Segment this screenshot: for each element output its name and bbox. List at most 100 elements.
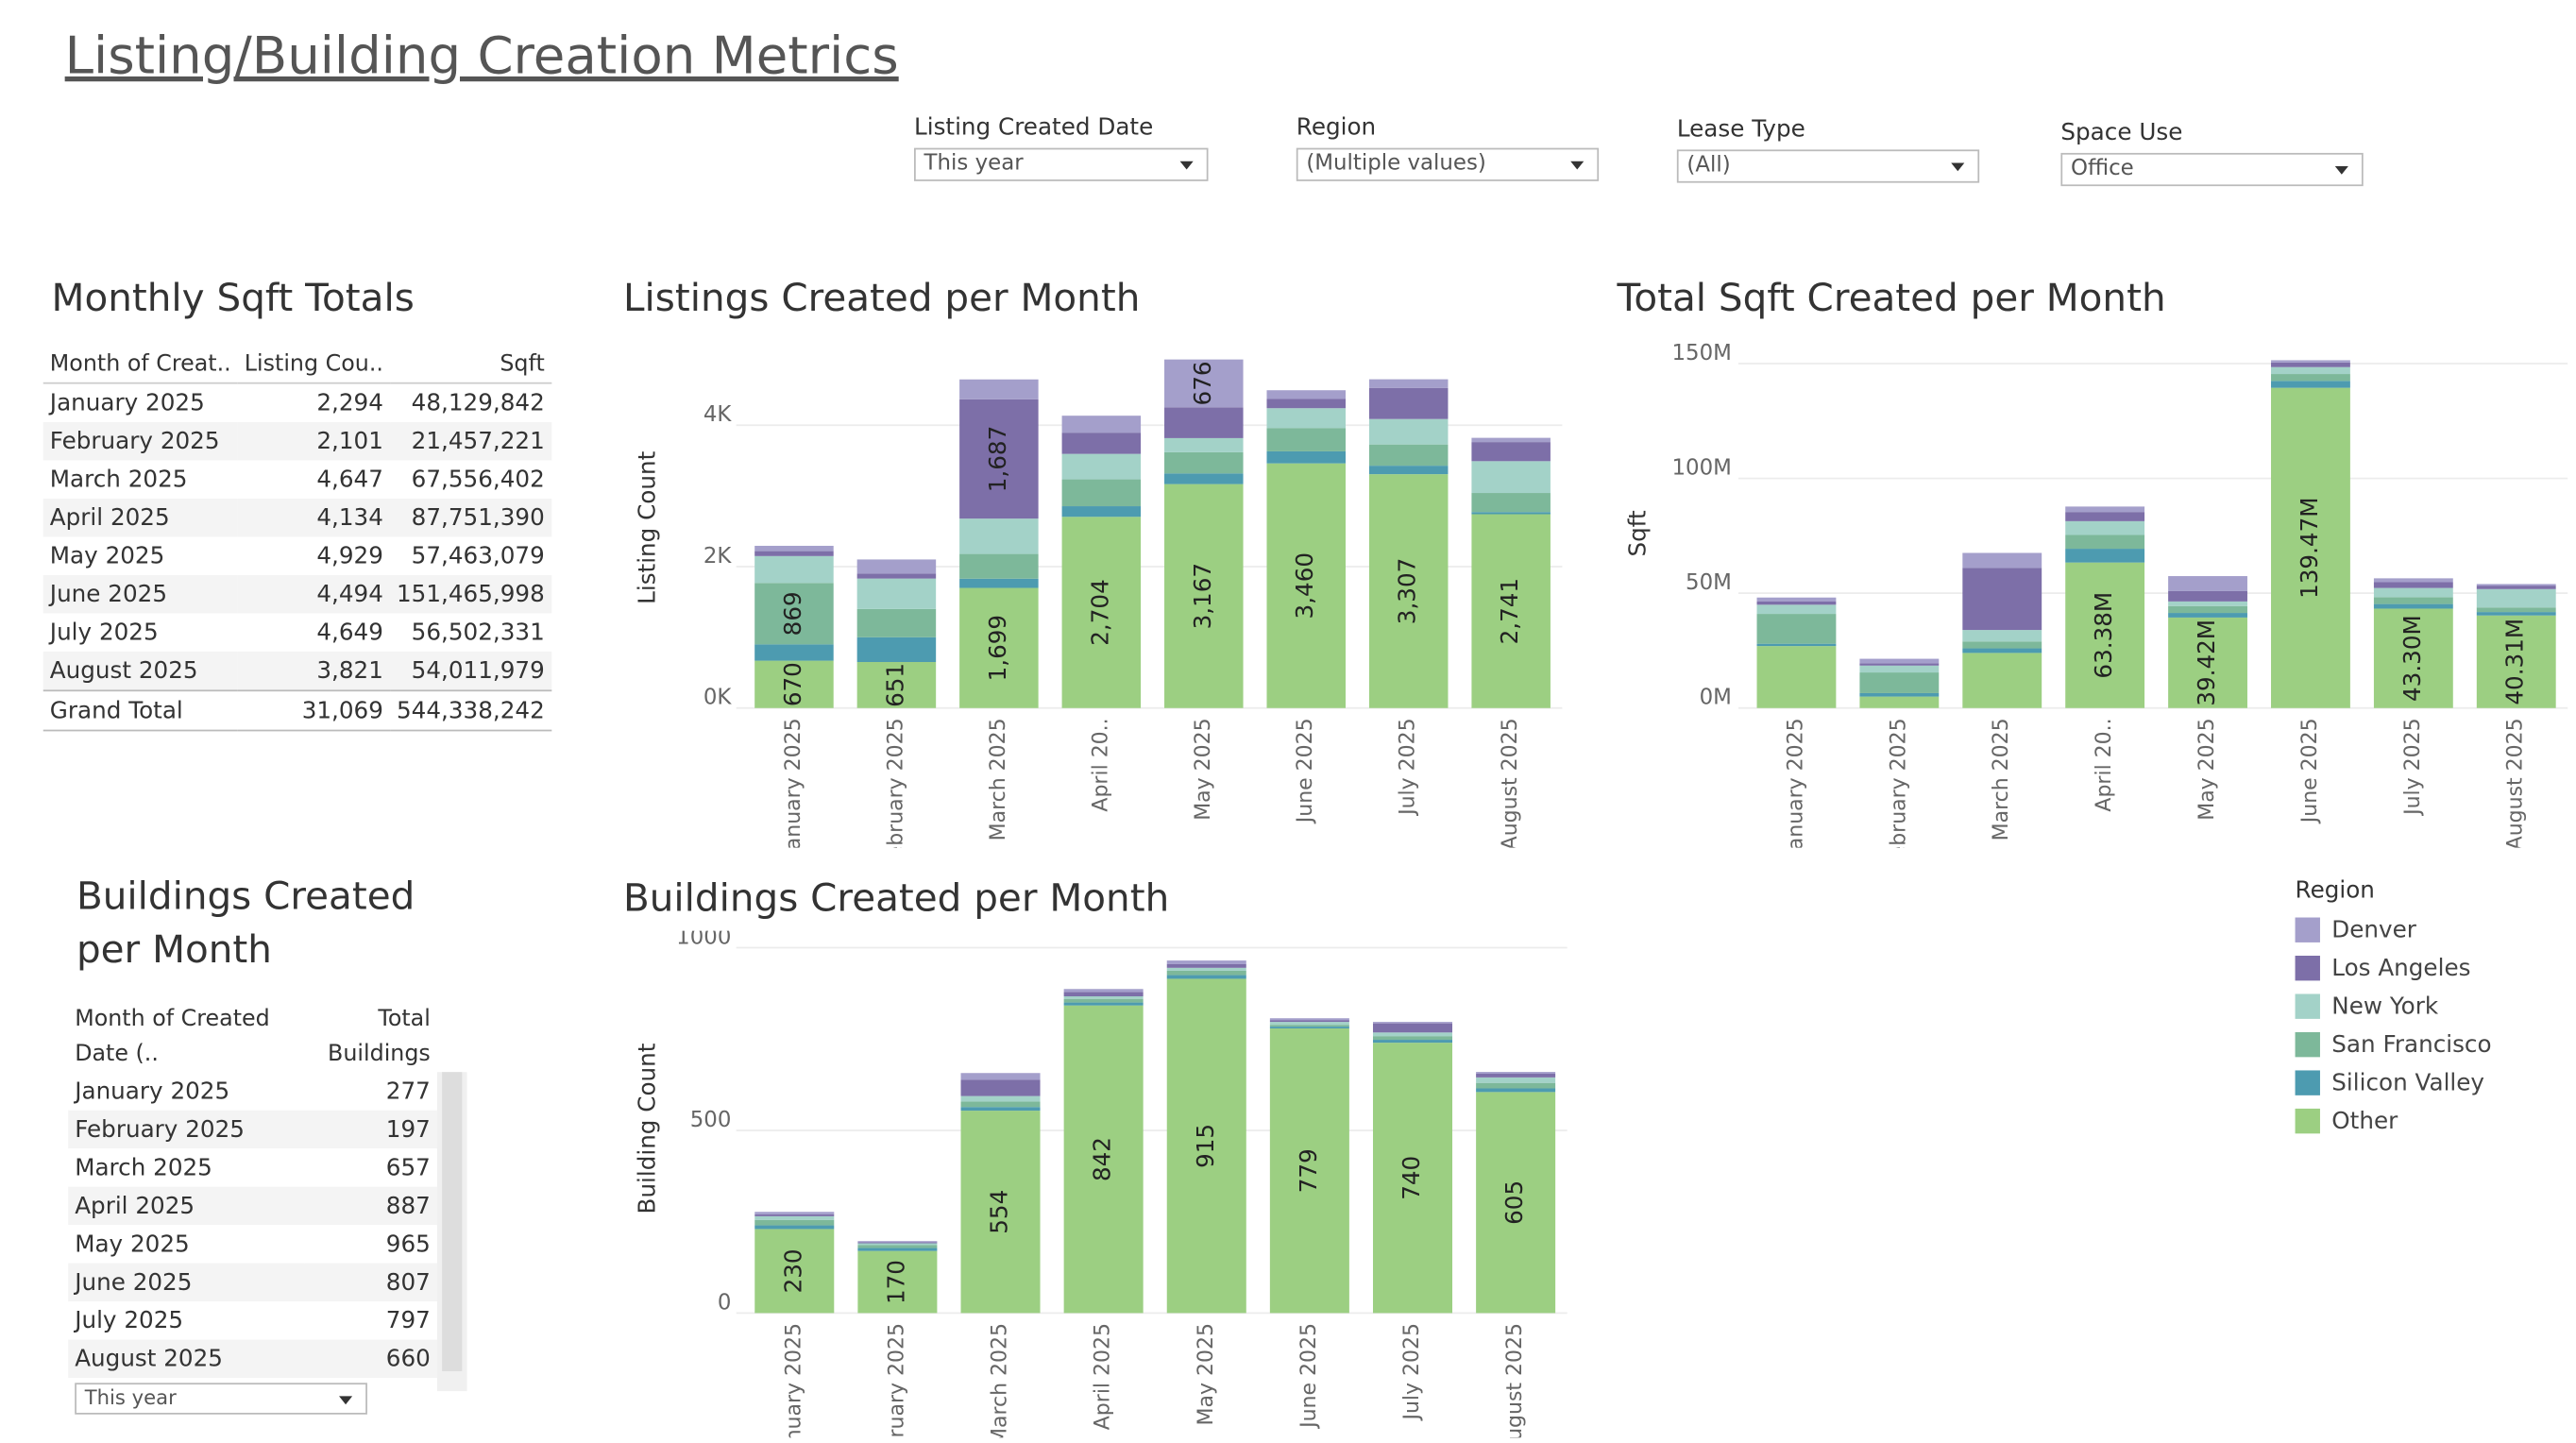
data-label: 139.47M bbox=[2296, 497, 2323, 598]
legend-item: Silicon Valley bbox=[2295, 1063, 2492, 1101]
bar-segment bbox=[1164, 473, 1244, 484]
table-cell: 4,134 bbox=[237, 499, 390, 537]
data-label: 915 bbox=[1192, 1124, 1219, 1168]
table-cell: August 2025 bbox=[42, 651, 238, 691]
data-label: 651 bbox=[881, 663, 908, 707]
data-label: 3,460 bbox=[1291, 552, 1318, 620]
y-axis-label: Building Count bbox=[633, 1043, 660, 1214]
bar-segment bbox=[1269, 1022, 1349, 1026]
chart-title: Total Sqft Created per Month bbox=[1617, 277, 2166, 321]
table-cell: 660 bbox=[303, 1339, 437, 1379]
legend-label: New York bbox=[2331, 993, 2439, 1020]
y-tick-label: 1000 bbox=[676, 931, 731, 950]
filter-label: Lease Type bbox=[1676, 116, 1805, 144]
bar-segment bbox=[1962, 568, 2042, 631]
table-cell: April 2025 bbox=[68, 1186, 304, 1226]
bar-segment bbox=[2271, 366, 2350, 375]
buildings-table: Month of Created Date (.. Total Buildings… bbox=[68, 997, 437, 1379]
x-tick-label: April 20.. bbox=[2093, 718, 2116, 811]
y-tick-label: 150M bbox=[1672, 341, 1732, 365]
bar-segment bbox=[857, 1245, 938, 1248]
filter-dropdown[interactable]: This year bbox=[914, 147, 1209, 181]
bar-segment bbox=[1859, 692, 1940, 697]
x-tick-label: February 2025 bbox=[884, 718, 907, 847]
bar-segment bbox=[2476, 586, 2556, 589]
bar-segment bbox=[754, 545, 834, 552]
table-cell: 277 bbox=[385, 1078, 431, 1105]
filter-label: Space Use bbox=[2060, 119, 2183, 146]
bar-segment bbox=[960, 1073, 1041, 1080]
y-axis-label: Listing Count bbox=[633, 450, 660, 603]
bar-segment bbox=[2168, 601, 2247, 606]
legend-swatch bbox=[2295, 1108, 2320, 1134]
table-cell: August 2025 bbox=[68, 1339, 304, 1379]
bar-segment bbox=[754, 555, 834, 584]
bar-segment bbox=[1471, 514, 1551, 708]
bar-segment bbox=[1061, 506, 1142, 518]
bar-segment bbox=[2065, 535, 2145, 550]
bar-segment bbox=[1859, 672, 1940, 693]
table-cell: 887 bbox=[303, 1186, 437, 1226]
data-label: 1,699 bbox=[984, 615, 1011, 682]
table-cell: 3,821 bbox=[237, 651, 390, 691]
x-tick-label: July 2025 bbox=[2401, 718, 2425, 817]
bar-segment bbox=[2476, 584, 2556, 586]
bar-segment bbox=[1164, 407, 1244, 438]
bar-segment bbox=[1368, 474, 1449, 708]
legend-swatch bbox=[2295, 956, 2320, 981]
bar-segment bbox=[1166, 970, 1246, 976]
data-label: 605 bbox=[1500, 1180, 1528, 1225]
scrollbar-track[interactable] bbox=[436, 1072, 467, 1392]
bar-segment bbox=[1266, 399, 1347, 409]
bar-segment bbox=[1859, 665, 1940, 673]
table-cell: 4,494 bbox=[237, 574, 390, 614]
chart: 0K 2K 4K Listing Count 670 869 January 2025 651… bbox=[633, 359, 1563, 848]
table-cell: March 2025 bbox=[49, 466, 188, 493]
legend-item: Other bbox=[2295, 1102, 2492, 1140]
bar-segment bbox=[1471, 493, 1551, 513]
filter-dropdown[interactable]: (All) bbox=[1676, 149, 1980, 183]
column-header: Month of Created Date (.. bbox=[75, 1005, 270, 1067]
bar-segment bbox=[2271, 374, 2350, 382]
table-cell: 807 bbox=[303, 1263, 437, 1302]
bar-segment bbox=[2065, 549, 2145, 563]
bar-segment bbox=[1063, 992, 1144, 996]
bar-segment bbox=[959, 399, 1039, 519]
bar-segment bbox=[959, 518, 1039, 554]
table-cell: 48,129,842 bbox=[411, 389, 545, 416]
table-row: June 2025 4,494 151,465,998 bbox=[42, 574, 551, 614]
data-label: 2,741 bbox=[1496, 578, 1523, 645]
table-cell: April 2025 bbox=[42, 499, 238, 537]
filter-dropdown[interactable]: Office bbox=[2060, 152, 2364, 187]
bar-segment bbox=[1372, 1023, 1453, 1033]
legend-swatch bbox=[2295, 993, 2320, 1019]
filter-label: Listing Created Date bbox=[914, 114, 1154, 142]
bar-segment bbox=[1164, 451, 1244, 474]
data-label: 842 bbox=[1089, 1137, 1116, 1181]
filter-dropdown[interactable]: This year bbox=[75, 1383, 367, 1415]
table-row: May 2025 4,929 57,463,079 bbox=[43, 536, 551, 574]
bar-segment bbox=[1962, 653, 2042, 708]
table-row: April 2025 4,134 87,751,390 bbox=[42, 499, 551, 537]
bar-segment bbox=[856, 637, 937, 663]
bar-segment bbox=[856, 662, 937, 708]
bar-segment bbox=[1476, 1077, 1556, 1083]
bar-segment bbox=[1061, 433, 1142, 454]
bar-segment bbox=[1063, 989, 1144, 993]
bar-segment bbox=[1962, 630, 2042, 642]
data-label: 40.31M bbox=[2501, 619, 2529, 705]
table-cell: January 2025 bbox=[49, 389, 205, 416]
bar-segment bbox=[2476, 615, 2556, 708]
x-tick-label: February 2025 bbox=[885, 1323, 908, 1437]
table-cell: 87,751,390 bbox=[389, 499, 551, 537]
table-row: March 2025 4,647 67,556,402 bbox=[43, 461, 551, 499]
table-row: July 2025 4,649 56,502,331 bbox=[43, 613, 551, 651]
bar-segment bbox=[1372, 1032, 1453, 1037]
table-cell: 4,649 bbox=[316, 619, 383, 646]
table-cell: 657 bbox=[385, 1154, 431, 1181]
x-tick-label: January 2025 bbox=[782, 1323, 805, 1437]
bar-segment bbox=[754, 1225, 835, 1230]
bar-segment bbox=[1471, 442, 1551, 462]
total-cell: 544,338,242 bbox=[397, 697, 545, 724]
filter-dropdown[interactable]: (Multiple values) bbox=[1296, 147, 1600, 181]
